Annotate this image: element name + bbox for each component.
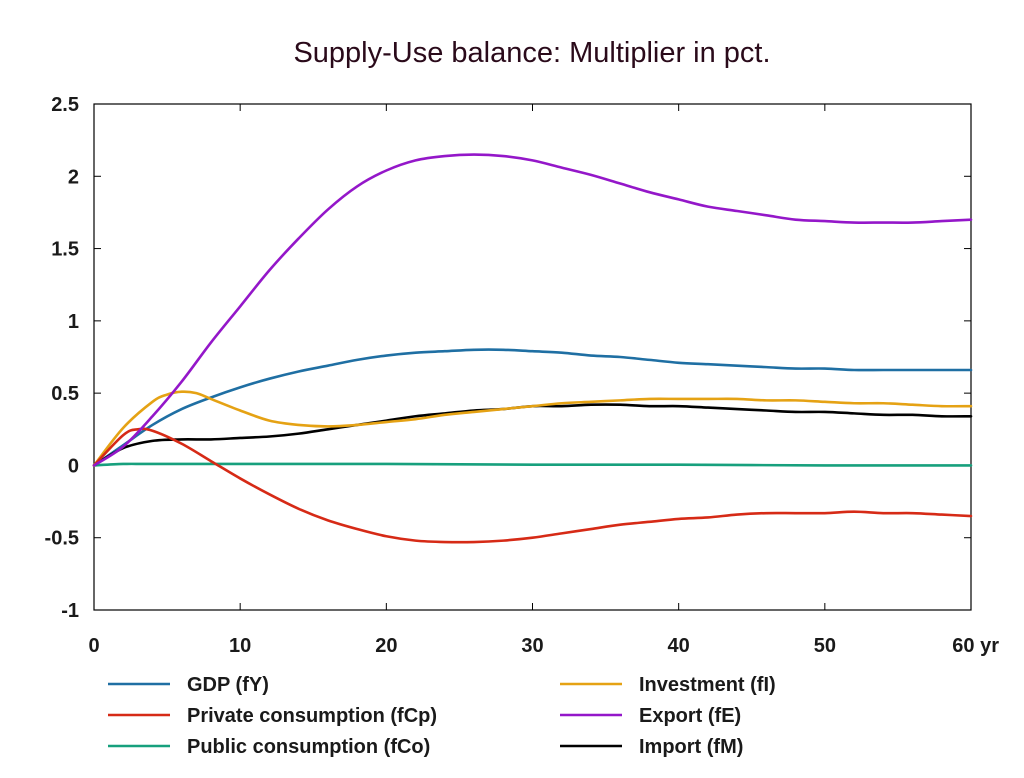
x-tick-label-value: 60 — [952, 635, 974, 657]
series-line-1 — [92, 427, 973, 544]
legend-label-0: GDP (fY) — [187, 674, 269, 696]
legend-label-3: Investment (fI) — [639, 674, 776, 696]
x-tick-label: 30 — [521, 635, 543, 657]
x-unit-label: yr — [975, 635, 1000, 657]
series-line-0 — [92, 348, 973, 467]
legend-label-4: Export (fE) — [639, 705, 741, 727]
legend: GDP (fY) Private consumption (fCp) Public … — [108, 674, 776, 758]
y-tick-label: 0 — [68, 455, 79, 477]
y-tick-label: -1 — [61, 600, 79, 622]
legend-label-2: Public consumption (fCo) — [187, 736, 430, 758]
series-line-2 — [92, 462, 973, 467]
y-tick-label: 2.5 — [51, 94, 79, 116]
y-tick-label: -0.5 — [45, 528, 79, 550]
chart-title: Supply-Use balance: Multiplier in pct. — [293, 37, 770, 69]
y-tick-label: 0.5 — [51, 383, 79, 405]
x-tick-label: 60 yr — [952, 635, 999, 657]
x-tick-label: 0 — [88, 635, 99, 657]
series-line-4 — [92, 153, 973, 467]
series-line-5 — [92, 403, 973, 467]
x-tick-label: 40 — [668, 635, 690, 657]
y-tick-label: 1 — [68, 311, 79, 333]
y-tick-label: 2 — [68, 166, 79, 188]
x-tick-label: 50 — [814, 635, 836, 657]
legend-label-1: Private consumption (fCp) — [187, 705, 437, 727]
series-line-3 — [92, 390, 973, 467]
y-tick-label: 1.5 — [51, 239, 79, 261]
legend-label-5: Import (fM) — [639, 736, 743, 758]
plot-frame — [93, 103, 972, 611]
x-tick-label: 20 — [375, 635, 397, 657]
x-tick-label: 10 — [229, 635, 251, 657]
plot-area: -1 -0.5 0 0.5 1 1.5 2 2.5 0 10 20 30 40 50 60 yr — [45, 94, 1000, 657]
